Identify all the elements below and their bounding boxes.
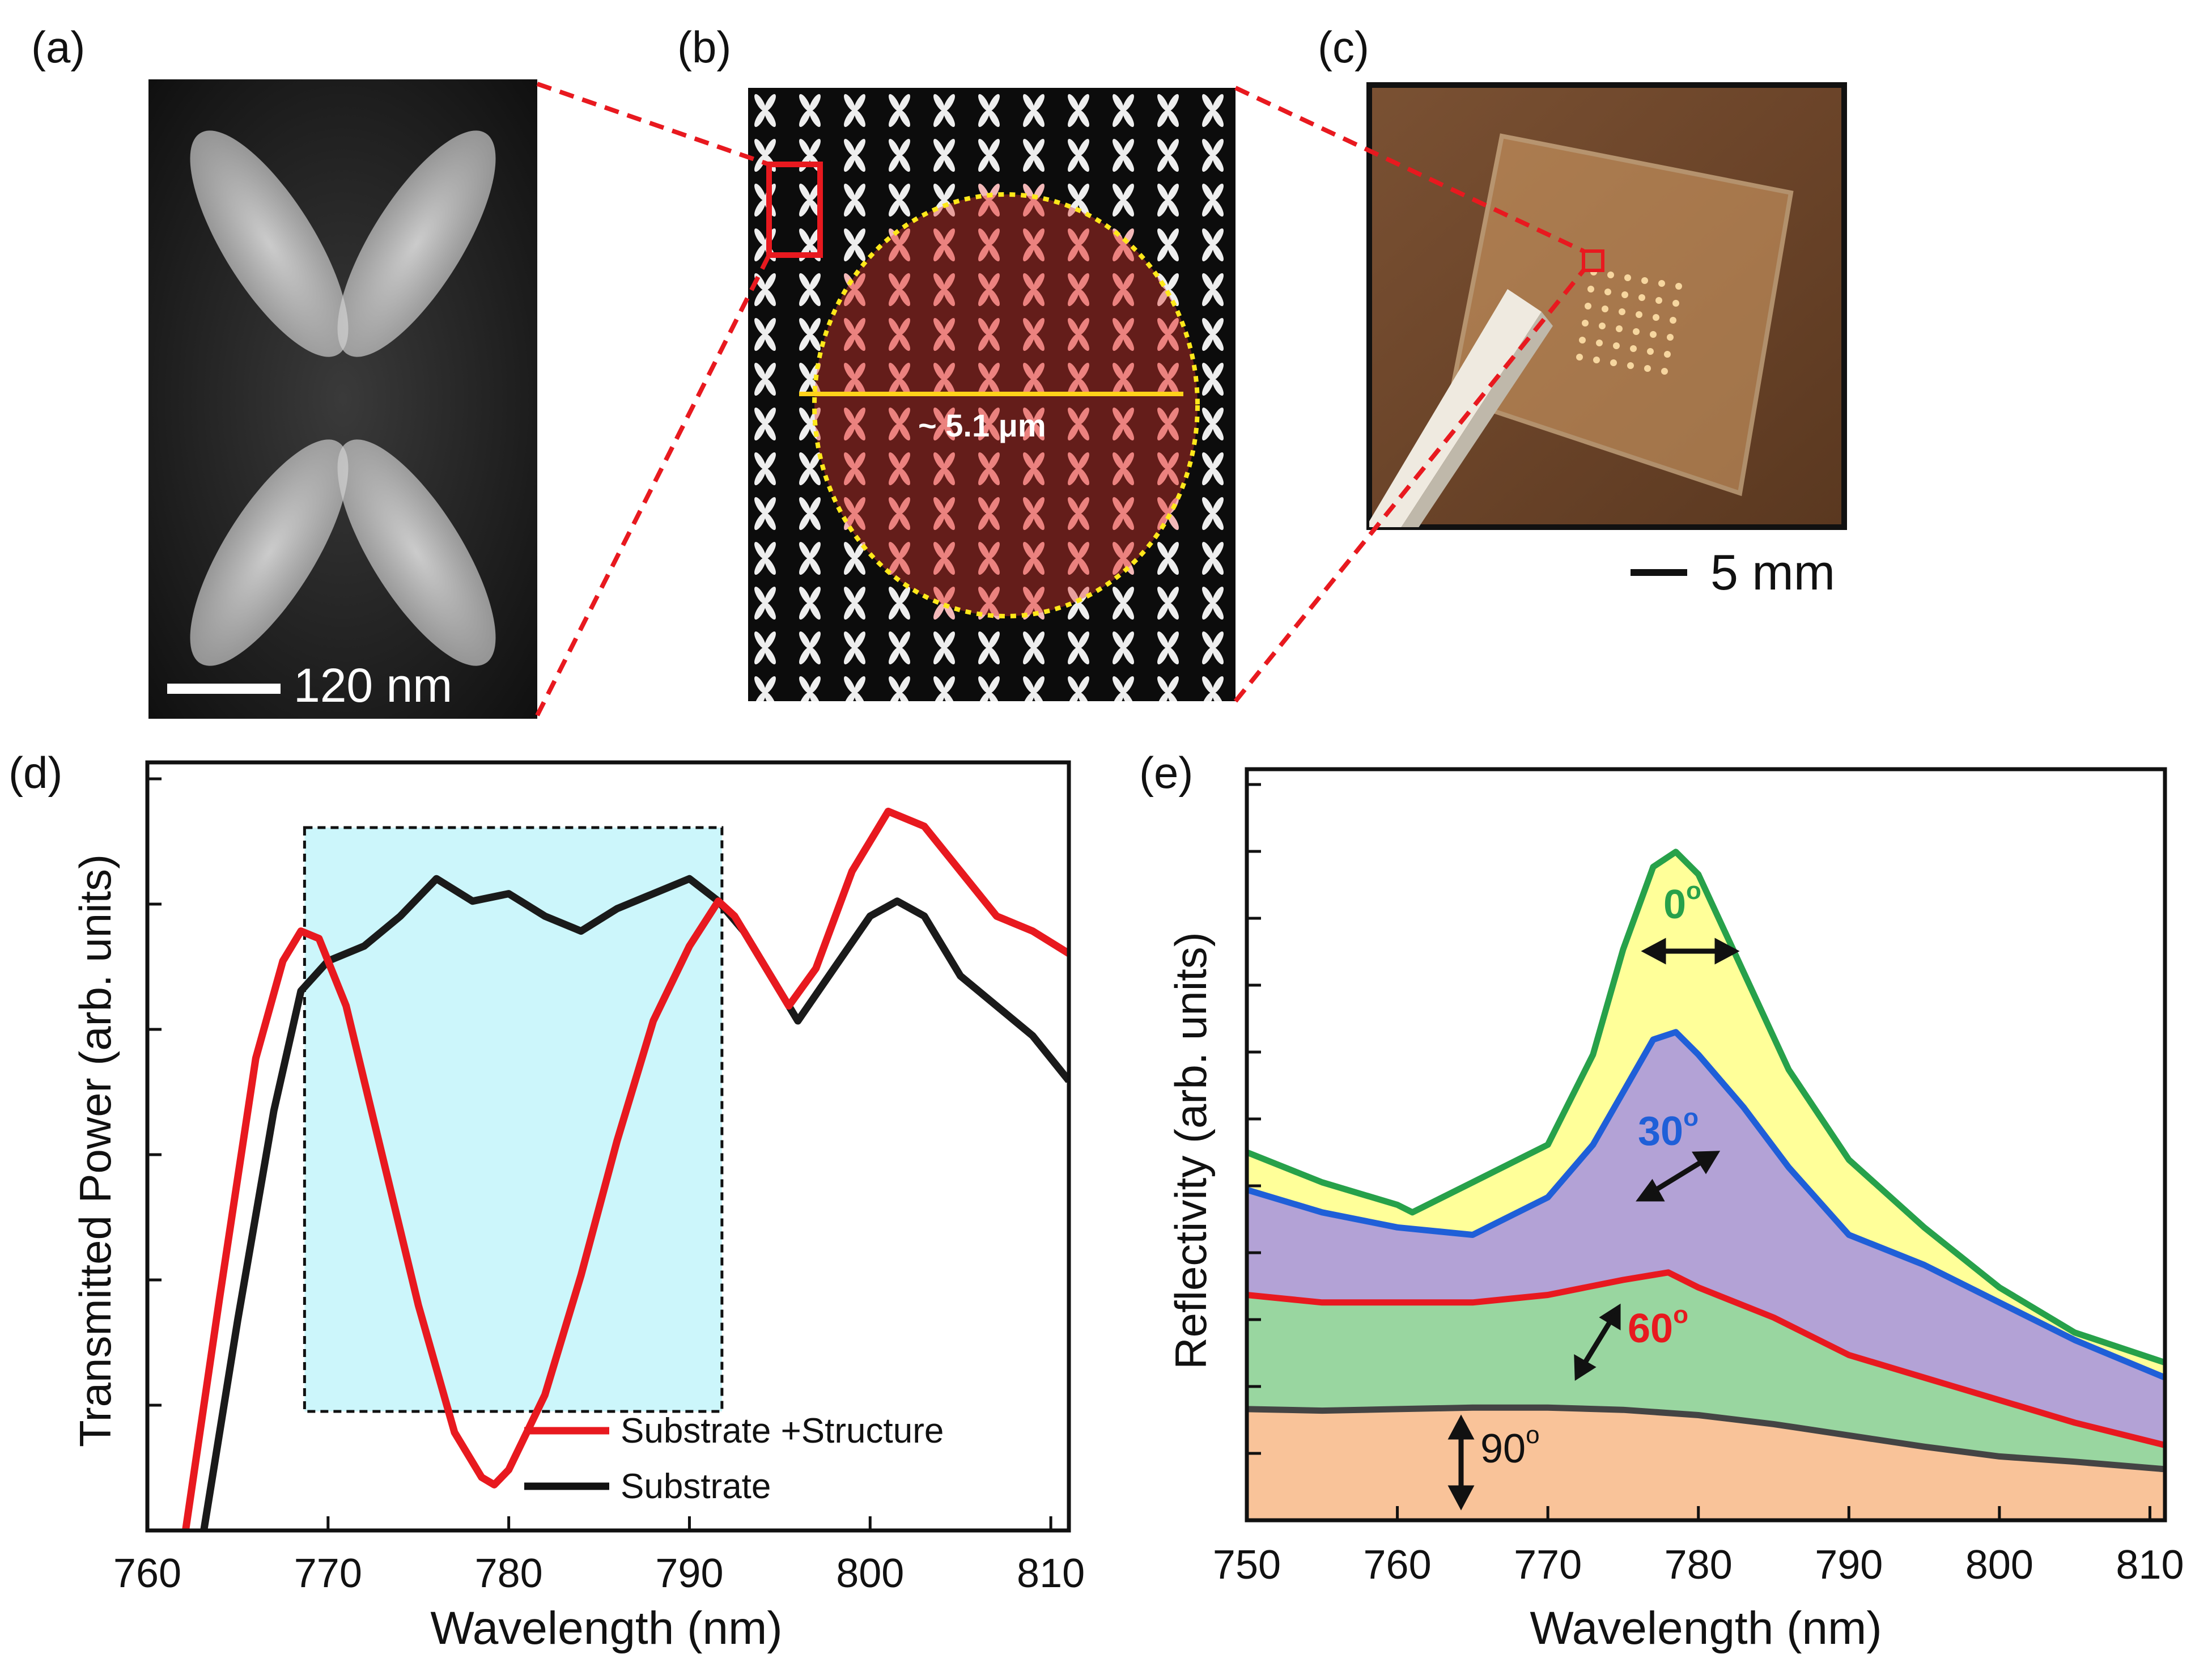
series-line-substrate: [200, 875, 1069, 1530]
annotation-angle-90: 90o: [1480, 1421, 1540, 1472]
tweezer: [1369, 289, 1542, 527]
polarization-arrow-60: [1574, 1303, 1621, 1381]
panel-label-a: (a): [31, 22, 85, 72]
chart-d-highlight-region: [303, 826, 724, 1413]
scale-bar-c-label: 5 mm: [1710, 544, 1835, 600]
x-tick-label: 770: [1514, 1542, 1582, 1588]
x-tick-label: 780: [1665, 1542, 1733, 1588]
series-line-substrate-structure: [181, 807, 1069, 1530]
chart-d-xlabel: Wavelength (nm): [430, 1602, 782, 1654]
series-line-60deg: [1246, 1269, 2166, 1448]
chart-d-ylabel: Transmitted Power (arb. units): [70, 854, 120, 1447]
x-tick-label: 760: [113, 1551, 181, 1596]
annotation-angle-60: 60o: [1628, 1301, 1688, 1351]
illumination-circle: [812, 192, 1200, 618]
polarization-arrow-0: [1641, 938, 1740, 965]
series-line-0deg: [1245, 849, 2166, 1366]
illumination-spot: [814, 194, 1198, 616]
panel-a-sem-image: 120 nm: [148, 79, 537, 719]
x-tick-label: 770: [294, 1551, 362, 1596]
zoom-connectors: [535, 82, 1586, 716]
panel-label-b: (b): [677, 22, 731, 72]
panel-label-d: (d): [9, 748, 62, 798]
series-line-30deg: [1246, 1029, 2167, 1381]
chart-e: 750 760 770 780 790 800 810 Wavelength (nm) Re…: [1166, 767, 2184, 1654]
panel-label-e: (e): [1139, 748, 1193, 798]
series-fill-90deg: [1247, 1407, 2165, 1520]
polarization-arrows: [1447, 938, 1740, 1511]
unit-cell-highlight: [766, 162, 823, 258]
series-line-90deg: [1246, 1404, 2166, 1473]
chart-e-xlabel: Wavelength (nm): [1530, 1602, 1882, 1654]
chart-e-ylabel: Reflectivity (arb. units): [1166, 932, 1216, 1369]
x-tick-label: 810: [2116, 1542, 2184, 1588]
legend-label-substrate-structure: Substrate +Structure: [621, 1411, 944, 1451]
x-tick-label: 810: [1017, 1551, 1085, 1596]
panel-b-array-image: ~ 5.1 μm: [748, 88, 1236, 701]
diameter-label: ~ 5.1 μm: [918, 408, 1046, 443]
chart-d: 760 770 780 790 800 810 Wavelength (nm) Trans…: [70, 760, 1085, 1654]
legend-label-substrate: Substrate: [621, 1467, 771, 1506]
panel-label-c: (c): [1318, 22, 1369, 72]
polarization-arrow-30: [1636, 1151, 1721, 1202]
chart-d-frame: [145, 760, 1071, 1533]
x-tick-label: 790: [655, 1551, 723, 1596]
panel-c-photo: 5 mm: [1366, 82, 1847, 600]
x-tick-label: 780: [475, 1551, 543, 1596]
chart-e-frame: [1245, 767, 2167, 1523]
annotation-angle-0: 0o: [1663, 877, 1701, 927]
polarization-arrow-90: [1447, 1414, 1475, 1511]
sample-highlight: [1582, 249, 1604, 272]
annotation-angle-30: 30o: [1638, 1104, 1699, 1154]
x-tick-label: 750: [1213, 1542, 1281, 1588]
x-tick-label: 800: [1965, 1542, 2033, 1588]
x-tick-label: 800: [836, 1551, 904, 1596]
x-tick-label: 760: [1364, 1542, 1432, 1588]
chart-d-legend: Substrate +Structure Substrate: [524, 1411, 944, 1506]
x-tick-label: 790: [1815, 1542, 1883, 1588]
scale-bar-a-label: 120 nm: [294, 659, 452, 712]
